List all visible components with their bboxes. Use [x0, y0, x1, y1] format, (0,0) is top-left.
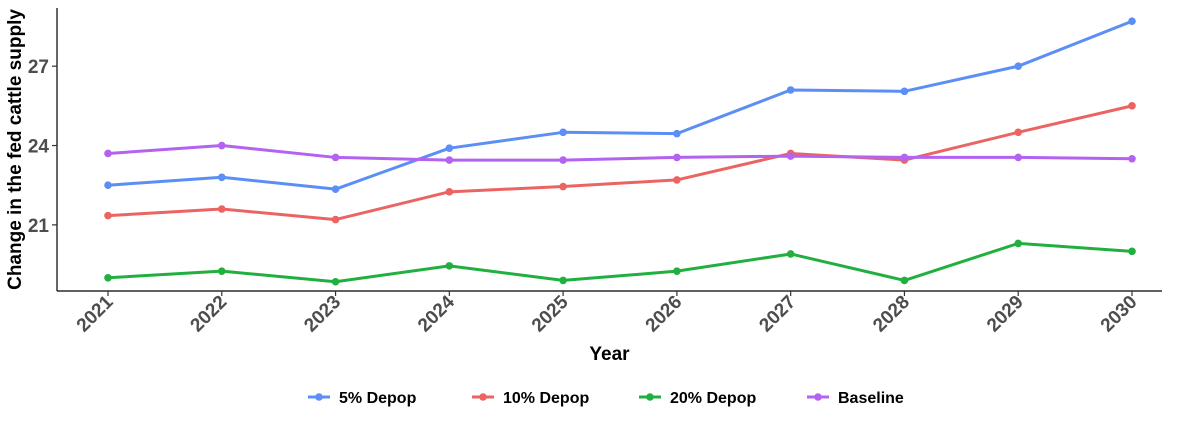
- x-tick-label: 2028: [869, 292, 914, 337]
- axes: 21 24 27 2021 2022 2023 2024 2025 2026 2027 2028 20…: [28, 8, 1162, 336]
- data-point-10-depop: [217, 205, 226, 213]
- y-tick-label: 27: [28, 57, 49, 78]
- data-point-5-depop: [445, 144, 454, 152]
- x-axis-title: Year: [589, 344, 630, 365]
- legend-label: 5% Depop: [339, 390, 417, 407]
- legend-label: Baseline: [838, 390, 904, 407]
- data-point-20-depop: [1128, 247, 1136, 256]
- legend-item-10-depop: 10% Depop: [472, 390, 589, 407]
- x-tick-label: 2026: [642, 292, 687, 337]
- series-5-depop: [104, 17, 1136, 193]
- data-point-20-depop: [1014, 239, 1023, 248]
- data-point-5-depop: [673, 129, 681, 138]
- data-point-baseline: [900, 153, 909, 162]
- series-line-10-depop: [107, 104, 1133, 222]
- x-tick-label: 2029: [983, 292, 1028, 337]
- legend-key-point: [315, 393, 323, 401]
- data-point-20-depop: [900, 276, 909, 285]
- y-tick-label: 21: [28, 216, 50, 237]
- series-line-20-depop: [107, 241, 1133, 284]
- data-point-10-depop: [1014, 128, 1023, 137]
- data-point-5-depop: [1014, 62, 1023, 70]
- legend-key-point: [479, 393, 487, 401]
- data-point-5-depop: [331, 185, 340, 193]
- legend: 5% Depop 10% Depop 20% Depop Baseline: [308, 390, 904, 407]
- data-point-baseline: [445, 156, 454, 164]
- x-tick-label: 2021: [73, 291, 118, 336]
- x-tick-label: 2027: [755, 292, 800, 337]
- legend-item-20-depop: 20% Depop: [639, 390, 756, 407]
- data-point-5-depop: [559, 128, 567, 137]
- data-point-20-depop: [104, 273, 112, 282]
- data-point-10-depop: [559, 182, 567, 191]
- data-point-10-depop: [104, 211, 112, 220]
- plot-area: [104, 17, 1136, 286]
- data-point-5-depop: [217, 173, 226, 182]
- data-point-20-depop: [673, 267, 681, 275]
- data-point-baseline: [1128, 154, 1136, 163]
- series-20-depop: [104, 239, 1136, 286]
- x-tick-label: 2030: [1097, 292, 1142, 337]
- series-line-baseline: [107, 144, 1133, 162]
- data-point-5-depop: [786, 86, 795, 94]
- legend-key-point: [814, 393, 822, 401]
- legend-key-point: [646, 393, 654, 401]
- data-point-baseline: [1014, 153, 1023, 162]
- data-point-baseline: [559, 156, 567, 164]
- data-point-baseline: [786, 152, 795, 160]
- series-baseline: [104, 141, 1136, 164]
- data-point-20-depop: [559, 276, 567, 285]
- data-point-baseline: [331, 153, 340, 162]
- series-10-depop: [104, 102, 1136, 224]
- data-point-baseline: [104, 149, 112, 158]
- data-point-5-depop: [900, 87, 909, 96]
- data-point-baseline: [217, 141, 226, 150]
- data-point-20-depop: [786, 250, 795, 258]
- legend-item-5-depop: 5% Depop: [308, 390, 417, 407]
- data-point-10-depop: [331, 215, 340, 224]
- y-tick-label: 24: [28, 137, 50, 158]
- data-point-10-depop: [673, 176, 681, 184]
- data-point-5-depop: [1128, 17, 1136, 26]
- legend-label: 20% Depop: [670, 390, 756, 407]
- data-point-20-depop: [445, 262, 454, 270]
- data-point-5-depop: [104, 181, 112, 190]
- data-point-10-depop: [445, 188, 454, 196]
- x-tick-label: 2022: [187, 292, 232, 337]
- data-point-baseline: [673, 153, 681, 162]
- x-tick-label: 2024: [414, 291, 459, 336]
- x-tick-label: 2025: [528, 291, 573, 336]
- legend-item-baseline: Baseline: [807, 390, 904, 407]
- data-point-20-depop: [217, 267, 226, 275]
- y-axis-title: Change in the fed cattle supply: [5, 9, 26, 290]
- data-point-10-depop: [1128, 102, 1136, 110]
- series-line-5-depop: [107, 19, 1133, 191]
- x-tick-label: 2023: [300, 292, 345, 337]
- legend-label: 10% Depop: [503, 390, 589, 407]
- data-point-20-depop: [331, 277, 340, 286]
